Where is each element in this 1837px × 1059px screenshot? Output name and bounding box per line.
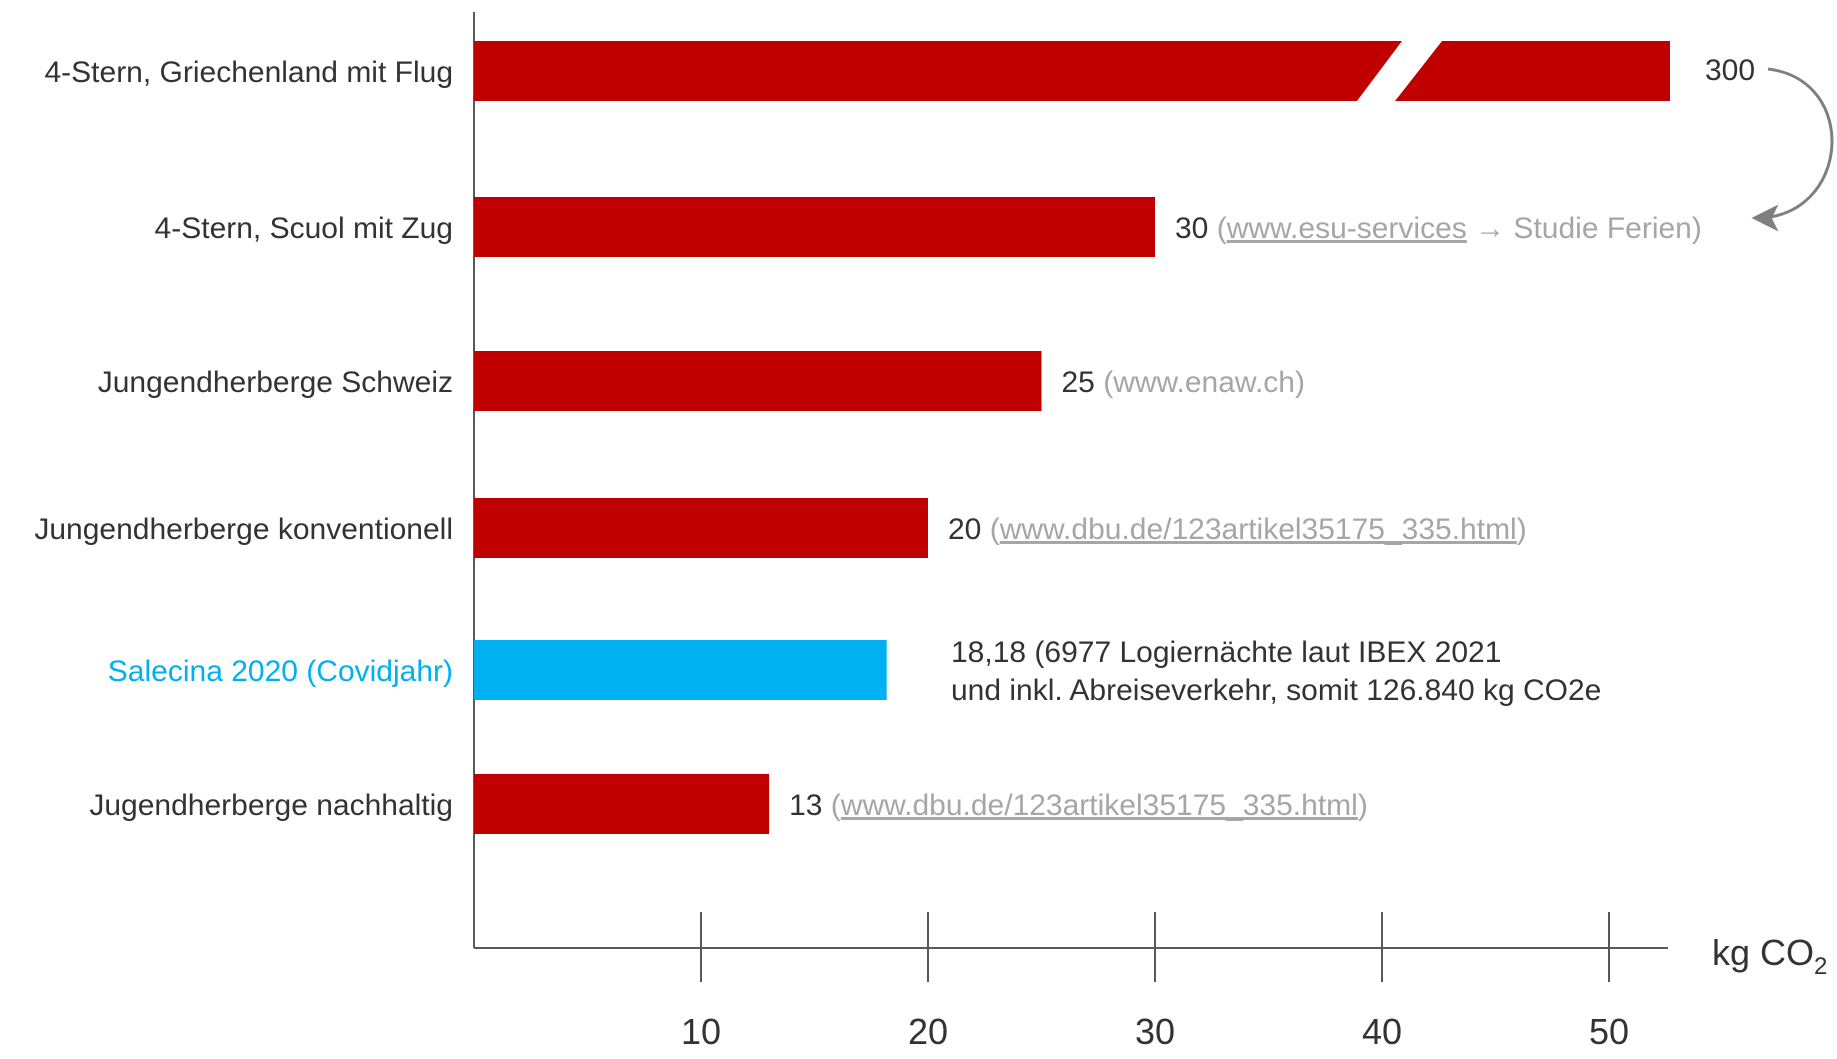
bar <box>1395 41 1670 101</box>
bar <box>474 351 1042 411</box>
data-label: 18,18 (6977 Logiernächte laut IBEX 2021 u… <box>951 636 1601 707</box>
category-label: Jungendherberge Schweiz <box>98 366 453 399</box>
bar <box>474 197 1155 257</box>
curved-arrow <box>1751 67 1834 232</box>
bar <box>474 640 887 700</box>
bar <box>474 774 770 834</box>
bar <box>474 41 1402 101</box>
x-axis-label: kg CO2 <box>1712 932 1827 980</box>
data-label: 25 (www.enaw.ch) <box>1062 366 1305 399</box>
data-label: 300 <box>1705 54 1755 87</box>
data-label: 30 (www.esu-services → Studie Ferien) <box>1175 212 1702 245</box>
bar <box>474 498 928 558</box>
x-tick-label: 20 <box>908 1011 948 1052</box>
category-label: Jugendherberge nachhaltig <box>89 789 453 822</box>
data-label: 20 (www.dbu.de/123artikel35175_335.html) <box>948 513 1527 546</box>
category-label: Salecina 2020 (Covidjahr) <box>108 655 453 688</box>
data-label: 13 (www.dbu.de/123artikel35175_335.html) <box>789 789 1368 822</box>
x-tick-label: 50 <box>1589 1011 1629 1052</box>
x-tick-label: 10 <box>681 1011 721 1052</box>
category-label: 4-Stern, Scuol mit Zug <box>155 212 453 245</box>
x-tick-label: 30 <box>1135 1011 1175 1052</box>
category-label: Jungendherberge konventionell <box>34 513 453 546</box>
x-tick-label: 40 <box>1362 1011 1402 1052</box>
category-label: 4-Stern, Griechenland mit Flug <box>44 56 453 89</box>
